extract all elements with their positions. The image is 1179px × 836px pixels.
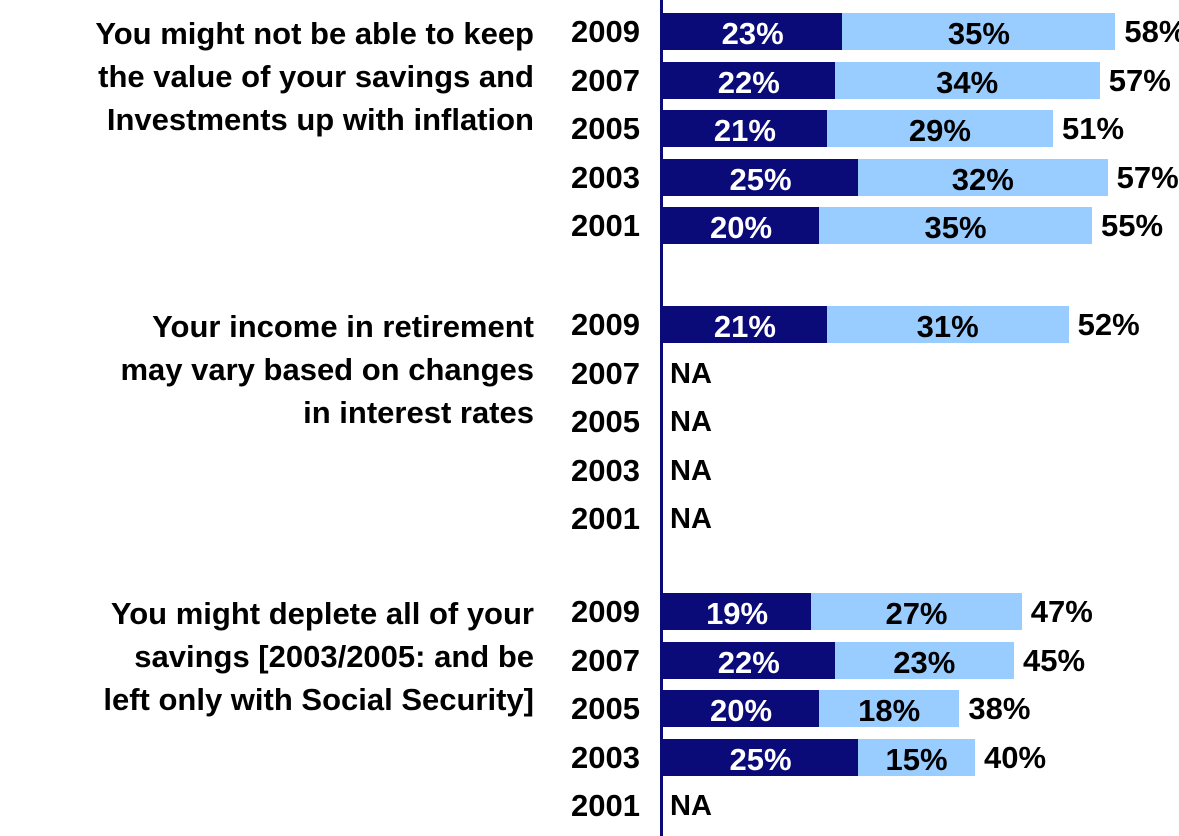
year-label: 2003 xyxy=(568,737,640,779)
na-label: NA xyxy=(670,785,712,827)
total-value-label: 40% xyxy=(984,739,1046,776)
bar-value-label: 18% xyxy=(819,692,959,729)
group-label-line: You might not be able to keep xyxy=(0,12,534,55)
year-label: 2007 xyxy=(568,353,640,395)
bar-value-label: 25% xyxy=(663,741,858,778)
total-value-label: 55% xyxy=(1101,207,1163,244)
group-label: Your income in retirement may vary based … xyxy=(0,305,534,434)
bar-value-label: 23% xyxy=(835,644,1014,681)
group-label-line: Your income in retirement xyxy=(0,305,534,348)
year-label: 2005 xyxy=(568,688,640,730)
total-value-label: 52% xyxy=(1078,306,1140,343)
total-value-label: 57% xyxy=(1109,62,1171,99)
na-label: NA xyxy=(670,353,712,395)
bar-value-label: 22% xyxy=(663,64,835,101)
total-value-label: 58% xyxy=(1124,13,1179,50)
bar-value-label: 32% xyxy=(858,161,1108,198)
bar-value-label: 21% xyxy=(663,308,827,345)
na-label: NA xyxy=(670,498,712,540)
bar-value-label: 34% xyxy=(835,64,1100,101)
bar-value-label: 15% xyxy=(858,741,975,778)
na-label: NA xyxy=(670,401,712,443)
year-label: 2001 xyxy=(568,785,640,827)
group-label-line: in interest rates xyxy=(0,391,534,434)
year-label: 2009 xyxy=(568,591,640,633)
year-label: 2007 xyxy=(568,60,640,102)
bar-value-label: 20% xyxy=(663,692,819,729)
group-label: You might deplete all of your savings [20… xyxy=(0,592,534,721)
bar-value-label: 19% xyxy=(663,595,811,632)
year-label: 2001 xyxy=(568,205,640,247)
total-value-label: 47% xyxy=(1031,593,1093,630)
year-label: 2005 xyxy=(568,108,640,150)
bar-value-label: 27% xyxy=(811,595,1022,632)
year-label: 2005 xyxy=(568,401,640,443)
year-label: 2003 xyxy=(568,450,640,492)
group-label-line: You might deplete all of your xyxy=(0,592,534,635)
group-label-line: Investments up with inflation xyxy=(0,98,534,141)
year-label: 2003 xyxy=(568,157,640,199)
bar-value-label: 31% xyxy=(827,308,1069,345)
bar-value-label: 35% xyxy=(819,209,1092,246)
bar-value-label: 21% xyxy=(663,112,827,149)
total-value-label: 45% xyxy=(1023,642,1085,679)
total-value-label: 57% xyxy=(1117,159,1179,196)
bar-value-label: 35% xyxy=(842,15,1115,52)
group-label-line: savings [2003/2005: and be xyxy=(0,635,534,678)
group-label-line: the value of your savings and xyxy=(0,55,534,98)
group-label: You might not be able to keep the value o… xyxy=(0,12,534,141)
bar-value-label: 20% xyxy=(663,209,819,246)
total-value-label: 51% xyxy=(1062,110,1124,147)
bar-value-label: 23% xyxy=(663,15,842,52)
bar-value-label: 22% xyxy=(663,644,835,681)
bar-value-label: 29% xyxy=(827,112,1053,149)
bar-value-label: 25% xyxy=(663,161,858,198)
year-label: 2001 xyxy=(568,498,640,540)
year-label: 2009 xyxy=(568,11,640,53)
year-label: 2007 xyxy=(568,640,640,682)
total-value-label: 38% xyxy=(968,690,1030,727)
group-label-line: left only with Social Security] xyxy=(0,678,534,721)
group-label-line: may vary based on changes xyxy=(0,348,534,391)
year-label: 2009 xyxy=(568,304,640,346)
na-label: NA xyxy=(670,450,712,492)
